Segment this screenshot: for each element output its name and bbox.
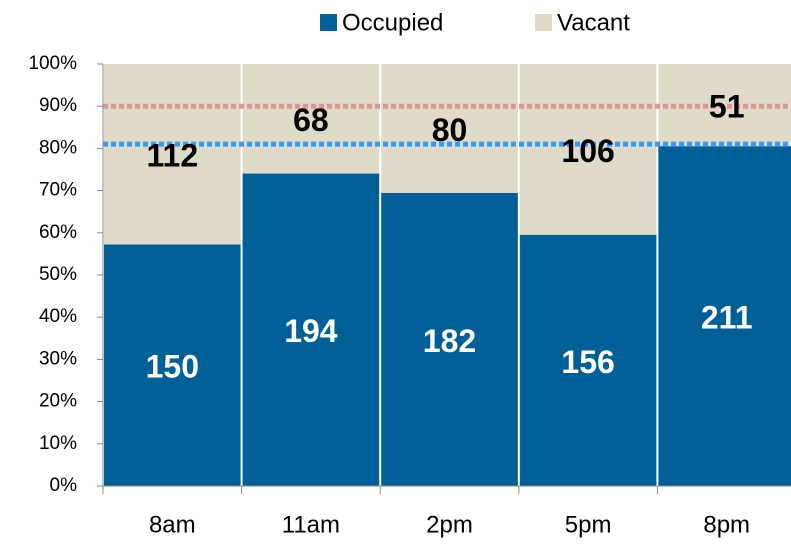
x-tick-label: 11am — [282, 511, 340, 538]
legend-swatch — [320, 14, 337, 31]
data-label: 211 — [701, 300, 753, 336]
data-label: 80 — [432, 112, 468, 148]
bar-segment — [381, 192, 518, 486]
y-tick-label: 80% — [39, 137, 77, 158]
y-tick-label: 30% — [39, 348, 77, 369]
y-tick-label: 40% — [39, 306, 77, 327]
y-tick-label: 70% — [39, 180, 77, 201]
data-label: 68 — [293, 102, 329, 138]
legend-label: Vacant — [557, 9, 630, 36]
y-tick-label: 20% — [39, 391, 77, 412]
data-label: 106 — [561, 133, 614, 169]
bar-segment — [242, 64, 380, 174]
bar-segment — [519, 64, 657, 235]
data-label: 194 — [284, 313, 338, 349]
x-tick-label: 5pm — [565, 511, 612, 538]
y-tick-label: 100% — [28, 53, 77, 74]
legend-swatch — [535, 14, 552, 31]
data-label: 112 — [146, 138, 198, 174]
x-tick-label: 2pm — [426, 511, 473, 538]
legend-label: Occupied — [342, 9, 443, 36]
y-tick-label: 0% — [50, 475, 78, 496]
y-tick-label: 90% — [39, 95, 77, 116]
y-tick-label: 50% — [39, 264, 77, 285]
bar-segment — [519, 234, 657, 486]
y-tick-label: 10% — [39, 433, 77, 454]
bar-segment — [104, 64, 241, 245]
data-label: 182 — [423, 323, 476, 359]
x-tick-label: 8pm — [703, 511, 750, 538]
x-tick-label: 8am — [149, 511, 196, 538]
y-tick-label: 60% — [39, 222, 77, 243]
data-label: 51 — [709, 89, 745, 125]
data-label: 150 — [146, 349, 199, 385]
bar-segment — [104, 244, 241, 486]
data-label: 156 — [561, 344, 614, 380]
bar-segment — [381, 64, 518, 193]
bar-segment — [242, 173, 380, 486]
bar-segment — [658, 146, 791, 487]
